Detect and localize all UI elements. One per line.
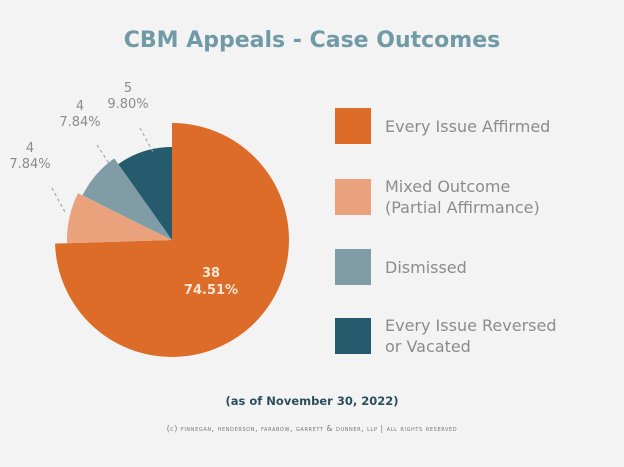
leader-line	[51, 187, 66, 213]
chart-title: CBM Appeals - Case Outcomes	[123, 28, 501, 53]
legend-label: Every Issue Reversed or Vacated	[385, 316, 557, 356]
copyright: (c) Finnegan, Henderson, Farabow, Garret…	[166, 424, 458, 433]
date-note: (as of November 30, 2022)	[225, 394, 399, 408]
data-label-value: 4	[26, 141, 34, 156]
legend-swatch	[335, 108, 371, 144]
legend-item-reversed: Every Issue Reversed or Vacated	[335, 315, 556, 357]
leader-line	[139, 127, 154, 153]
legend-item-affirmed: Every Issue Affirmed	[335, 108, 550, 144]
pie-slice	[82, 158, 172, 240]
data-label-percent: 7.84%	[59, 115, 100, 130]
legend-label: Mixed Outcome (Partial Affirmance)	[385, 177, 540, 217]
data-label-percent: 74.51%	[184, 283, 238, 298]
data-label-percent: 7.84%	[9, 157, 50, 172]
pie-slice	[55, 123, 289, 357]
legend-swatch	[335, 318, 371, 354]
data-label-value: 38	[202, 266, 220, 281]
data-label-value: 4	[76, 99, 84, 114]
pie-slice	[118, 147, 172, 240]
data-label-value: 5	[124, 81, 132, 96]
legend-swatch	[335, 179, 371, 215]
legend-item-mixed: Mixed Outcome (Partial Affirmance)	[335, 176, 540, 218]
data-label-percent: 9.80%	[107, 97, 148, 112]
legend-label: Dismissed	[385, 257, 467, 277]
legend-swatch	[335, 249, 371, 285]
pie-slice	[67, 193, 172, 244]
leader-line	[96, 144, 113, 169]
legend-item-dismissed: Dismissed	[335, 249, 467, 285]
legend-label: Every Issue Affirmed	[385, 116, 551, 136]
